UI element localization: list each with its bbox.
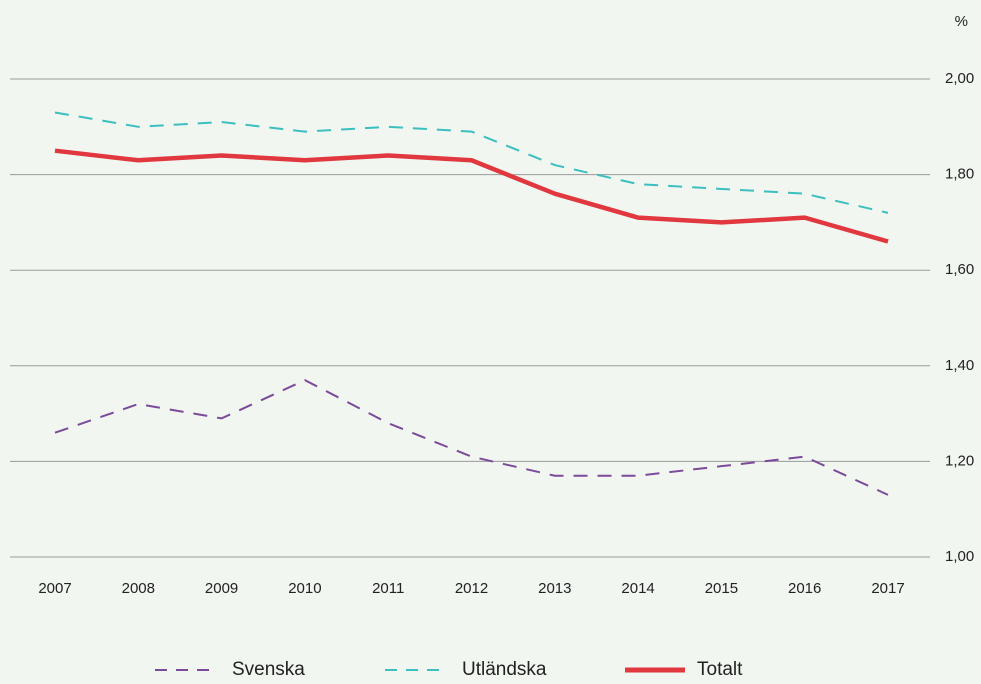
x-tick-label: 2014 xyxy=(621,580,654,597)
unit-label: % xyxy=(955,13,968,30)
y-tick-label: 1,80 xyxy=(945,166,974,183)
y-tick-label: 2,00 xyxy=(945,70,974,87)
legend-label: Totalt xyxy=(697,659,743,680)
x-tick-label: 2015 xyxy=(705,580,738,597)
x-tick-label: 2008 xyxy=(122,580,155,597)
series-line xyxy=(54,111,889,214)
y-tick-label: 1,20 xyxy=(945,452,974,469)
series-line xyxy=(54,148,889,244)
x-tick-label: 2016 xyxy=(788,580,821,597)
legend-label: Utländska xyxy=(462,659,547,680)
legend-label: Svenska xyxy=(232,659,305,680)
x-tick-label: 2012 xyxy=(455,580,488,597)
x-tick-label: 2007 xyxy=(38,580,71,597)
y-tick-label: 1,00 xyxy=(945,548,974,565)
x-tick-label: 2010 xyxy=(288,580,321,597)
x-tick-label: 2013 xyxy=(538,580,571,597)
x-tick-label: 2009 xyxy=(205,580,238,597)
series-line xyxy=(54,379,889,496)
x-tick-label: 2017 xyxy=(871,580,904,597)
x-tick-label: 2011 xyxy=(372,580,404,597)
y-tick-label: 1,60 xyxy=(945,261,974,278)
y-tick-label: 1,40 xyxy=(945,357,974,374)
